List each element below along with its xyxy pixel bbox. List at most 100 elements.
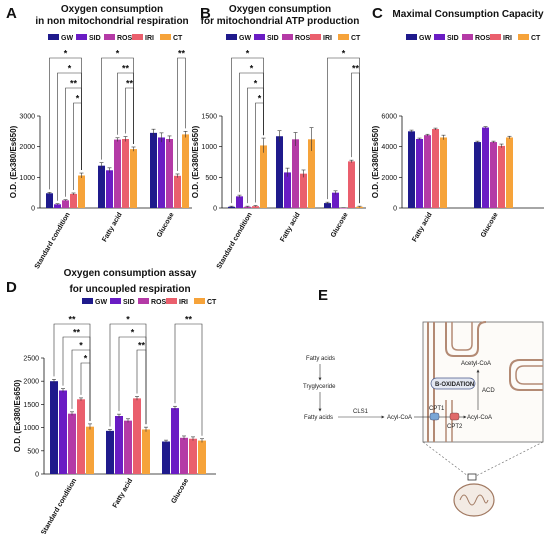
chart-c-y-tick-label-2: 4000 xyxy=(381,144,397,151)
chart-d-title-line-1: Oxygen consumption assay xyxy=(64,268,197,279)
chart-b-legend-label-gw: GW xyxy=(239,35,251,42)
chart-b-y-tick-label-3: 1500 xyxy=(201,114,217,121)
chart-a-bar-ros-2 xyxy=(166,139,173,208)
chart-b-legend-label-ct: CT xyxy=(351,35,361,42)
chart-d-significance-bracket-1 xyxy=(62,336,91,421)
chart-a-bar-gw-0 xyxy=(46,193,53,208)
chart-a-category-label-2: Glucose xyxy=(156,211,176,239)
chart-b-significance-label-3: * xyxy=(258,94,262,104)
chart-c-bar-ct-1 xyxy=(506,137,513,208)
chart-b-bar-gw-2 xyxy=(324,203,331,208)
chart-b-title-line-1: Oxygen consumption xyxy=(229,4,331,15)
chart-a-category-label-1: Fatty acid xyxy=(101,212,123,244)
chart-c-category-label-0: Fatty acid xyxy=(411,212,433,244)
chart-c-bar-ros-0 xyxy=(424,135,431,208)
chart-d-significance-label-1: ** xyxy=(73,328,81,338)
chart-c-legend-swatch-gw xyxy=(406,34,417,40)
chart-a-y-tick-label-0: 0 xyxy=(31,206,35,213)
chart-c-legend-label-ct: CT xyxy=(531,35,541,42)
chart-a-legend-swatch-ct xyxy=(160,34,171,40)
chart-a-legend-swatch-iri xyxy=(132,34,143,40)
beta-oxidation-label: B-OXIDATION xyxy=(435,382,474,388)
chart-b-significance-label-0: * xyxy=(246,49,250,59)
panel-c-chart: Maximal Consumption Capacity GW SID ROS IRI C… xyxy=(371,9,544,243)
chart-b-legend-swatch-ros xyxy=(282,34,293,40)
chart-b-bar-ct-0 xyxy=(260,145,267,208)
chart-b-y-axis-label: O.D. (Ex380/Es650) xyxy=(191,125,200,198)
chart-a-legend-label-sid: SID xyxy=(89,35,101,42)
chart-a-significance-label-0: * xyxy=(64,49,68,59)
chart-b-y-tick-label-0: 0 xyxy=(213,206,217,213)
chart-c-legend-swatch-ros xyxy=(462,34,473,40)
chart-b-legend-swatch-sid xyxy=(254,34,265,40)
chart-d-bar-sid-0 xyxy=(59,390,67,474)
chart-a-bar-ct-2 xyxy=(182,134,189,208)
panel-letter-e: E xyxy=(318,287,328,304)
chart-a-significance-label-3: * xyxy=(76,94,80,104)
chart-b-bar-iri-0 xyxy=(252,206,259,208)
tryglyceride-label: Tryglyceride xyxy=(303,384,336,390)
chart-c-legend-label-gw: GW xyxy=(419,35,431,42)
chart-a-significance-bracket-6 xyxy=(125,87,134,144)
chart-d-legend-swatch-ct xyxy=(194,298,205,304)
chart-d-bar-gw-1 xyxy=(106,430,114,474)
chart-a-legend-label-iri: IRI xyxy=(145,35,154,42)
chart-a-bar-iri-0 xyxy=(70,193,77,208)
chart-a-bar-ros-0 xyxy=(62,200,69,208)
chart-c-bar-sid-1 xyxy=(482,127,489,208)
chart-a-title-line-1: Oxygen consumption xyxy=(61,4,163,15)
chart-a-significance-label-4: * xyxy=(116,49,120,59)
chart-a-bar-ros-1 xyxy=(114,139,121,208)
chart-c-category-label-1: Glucose xyxy=(480,211,500,239)
crista-top xyxy=(445,321,487,357)
chart-b-significance-bracket-5 xyxy=(351,72,360,204)
chart-a-bar-iri-2 xyxy=(174,175,181,208)
chart-a-y-tick-label-2: 2000 xyxy=(19,144,35,151)
panel-d-chart: Oxygen consumption assay for uncoupled re… xyxy=(13,268,217,534)
chart-d-bar-gw-0 xyxy=(50,381,58,474)
chart-d-significance-label-4: * xyxy=(126,315,130,325)
chart-d-bar-ros-1 xyxy=(124,420,132,474)
chart-a-significance-label-2: ** xyxy=(70,79,78,89)
chart-d-significance-label-6: ** xyxy=(138,341,146,351)
fatty-acids-bottom-label: Fatty acids xyxy=(304,415,333,421)
chart-a-bar-sid-0 xyxy=(54,204,61,208)
chart-b-legend-swatch-iri xyxy=(310,34,321,40)
chart-d-significance-bracket-3 xyxy=(80,362,91,421)
chart-d-bar-iri-2 xyxy=(189,438,197,474)
chart-d-significance-label-7: ** xyxy=(185,315,193,325)
chart-b-significance-bracket-3 xyxy=(255,102,264,203)
chart-d-y-tick-label-0: 0 xyxy=(35,472,39,479)
chart-a-legend-label-ros: ROS xyxy=(117,35,133,42)
chart-a-category-label-0: Standard condition xyxy=(34,212,72,271)
crista-bottom xyxy=(445,400,453,442)
acd-label: ACD xyxy=(482,388,495,394)
chart-c-y-tick-label-0: 0 xyxy=(393,206,397,213)
chart-a-significance-label-7: ** xyxy=(178,49,186,59)
chart-d-significance-bracket-7 xyxy=(174,323,203,436)
chart-c-legend-label-ros: ROS xyxy=(475,35,491,42)
chart-d-bar-iri-1 xyxy=(133,398,141,474)
chart-d-significance-label-2: * xyxy=(79,341,83,351)
chart-d-y-tick-label-2: 1000 xyxy=(23,425,39,432)
chart-c-title-line-1: Maximal Consumption Capacity xyxy=(392,9,544,20)
zoom-line-left xyxy=(422,441,469,477)
acyl-coa-right-label: Acyl-CoA xyxy=(467,415,492,421)
zoom-line-right xyxy=(475,441,544,477)
chart-d-legend-label-sid: SID xyxy=(123,299,135,306)
chart-b-bar-ros-1 xyxy=(292,139,299,208)
chart-a-legend-label-ct: CT xyxy=(173,35,183,42)
chart-a-bar-sid-2 xyxy=(158,137,165,208)
chart-b-category-label-1: Fatty acid xyxy=(279,212,301,244)
chart-a-significance-label-5: ** xyxy=(122,64,130,74)
chart-d-significance-label-3: * xyxy=(84,354,88,364)
chart-b-category-label-2: Glucose xyxy=(330,211,350,239)
chart-c-legend-swatch-sid xyxy=(434,34,445,40)
chart-a-y-axis-label: O.D. (Ex380/Es650) xyxy=(9,125,18,198)
chart-d-legend-swatch-gw xyxy=(82,298,93,304)
chart-b-bar-sid-2 xyxy=(332,192,339,208)
chart-d-significance-bracket-6 xyxy=(136,349,147,425)
chart-d-significance-label-0: ** xyxy=(68,315,76,325)
chart-b-bar-sid-0 xyxy=(236,196,243,208)
